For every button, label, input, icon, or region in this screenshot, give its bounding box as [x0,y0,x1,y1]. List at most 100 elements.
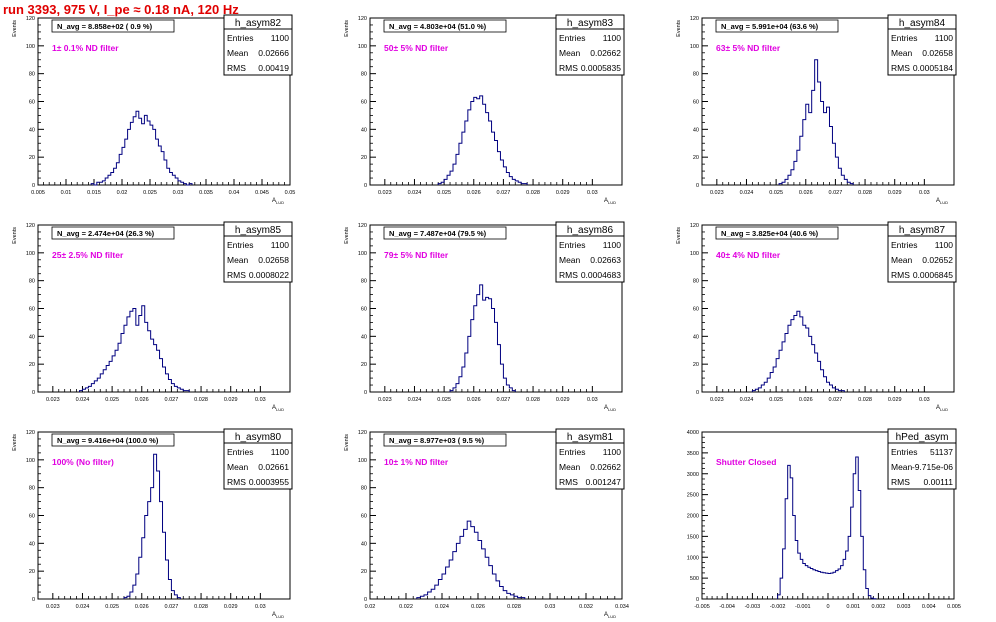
x-tick-label: 0.024 [408,397,422,403]
y-tick-label: 2000 [687,514,699,520]
histogram-name: h_asym81 [567,432,614,443]
y-tick-label: 0 [364,597,367,603]
histogram-line [123,453,181,599]
filter-label: 63± 5% ND filter [716,43,781,53]
y-tick-label: 100 [26,458,35,464]
y-tick-label: 80 [693,279,699,285]
x-tick-label: -0.001 [795,604,811,610]
y-tick-label: 40 [29,334,35,340]
y-axis-title: Events [344,434,350,451]
stats-label: Mean [559,255,581,265]
x-tick-label: 0.001 [846,604,860,610]
y-tick-label: 40 [693,127,699,133]
stats-value: 0.0006845 [913,270,953,280]
stats-box [223,14,293,76]
x-tick-label: 0.028 [194,397,208,403]
x-tick-label: 0.028 [507,604,521,610]
y-tick-label: 0 [696,183,699,189]
stats-value: 0.001247 [586,477,622,487]
x-tick-label: 0.03 [255,397,266,403]
y-axis-title: Events [12,434,18,451]
stats-label: Mean [227,462,249,472]
filter-label: 40± 4% ND filter [716,250,781,260]
stats-box [555,428,625,490]
stats-value: 0.02658 [258,255,289,265]
y-tick-label: 3500 [687,451,699,457]
filter-label: 1± 0.1% ND filter [52,43,119,53]
stats-value: 0.02661 [258,462,289,472]
histogram-name: h_asym87 [899,225,946,236]
filter-label: 25± 2.5% ND filter [52,250,124,260]
x-tick-label: 0.022 [399,604,413,610]
histogram-line [416,520,526,599]
x-tick-label: 0.026 [471,604,485,610]
x-axis-title: ALUD [936,405,948,412]
x-tick-label: 0.025 [105,397,119,403]
y-tick-label: 80 [29,279,35,285]
x-axis-title-main: A [936,198,940,204]
x-tick-label: 0.03 [919,397,930,403]
x-tick-label: 0.026 [135,604,149,610]
x-tick-label: 0.026 [467,397,481,403]
x-tick-label: 0.03 [587,397,598,403]
stats-value: 1100 [271,240,290,250]
x-tick-label: 0.026 [467,190,481,196]
x-tick-label: 0.035 [199,190,213,196]
filter-label: 79± 5% ND filter [384,250,449,260]
stats-value: 0.02663 [590,255,621,265]
x-axis-title: ALUD [272,405,284,412]
x-tick-label: 0.025 [769,397,783,403]
stats-label: Entries [891,33,917,43]
y-tick-label: 20 [361,569,367,575]
stats-value: 1100 [271,33,290,43]
x-tick-label: 0.02 [365,604,376,610]
x-tick-label: 0.028 [858,190,872,196]
x-tick-label: 0.028 [858,397,872,403]
histogram-panel-hPed_asym: 0 500 1000 1500 2000 2500 3000 3500 4000 -0.005 -0… [687,428,961,610]
x-axis-title: ALUD [604,612,616,619]
filter-label: 50± 5% ND filter [384,43,449,53]
y-tick-label: 4000 [687,430,699,436]
y-tick-label: 60 [361,100,367,106]
stats-label: Entries [227,447,253,457]
x-tick-label: 0.03 [587,190,598,196]
y-tick-label: 120 [358,223,367,229]
y-axis-title: Events [676,20,682,37]
x-tick-label: 0.024 [435,604,449,610]
x-tick-label: 0.023 [46,604,60,610]
x-tick-label: 0.032 [579,604,593,610]
x-axis-title-main: A [272,405,276,411]
y-axis-title: Events [12,227,18,244]
stats-value: 1100 [271,447,290,457]
stats-label: RMS [559,477,578,487]
navg-box [715,19,839,33]
y-tick-label: 1000 [687,555,699,561]
y-tick-label: 80 [693,72,699,78]
y-tick-label: 0 [32,183,35,189]
stats-label: Mean [227,255,249,265]
y-tick-label: 0 [364,390,367,396]
x-tick-label: 0.004 [922,604,936,610]
x-tick-label: 0.024 [740,397,754,403]
y-tick-label: 40 [29,127,35,133]
x-tick-label: 0 [826,604,829,610]
histogram-panel-h_asym81: 0 20 40 60 80 100 120 0.02 0.022 0.024 0.026 0.028 0… [344,428,629,619]
y-tick-label: 100 [690,251,699,257]
x-tick-label: 0.023 [710,397,724,403]
x-tick-label: 0.029 [224,604,238,610]
y-tick-label: 120 [690,16,699,22]
histogram-name: h_asym85 [235,225,282,236]
histogram-line [778,59,854,185]
stats-value: 0.0005184 [913,63,953,73]
histogram-name: h_asym80 [235,432,282,443]
x-tick-label: 0.023 [46,397,60,403]
x-tick-label: 0.028 [526,190,540,196]
x-tick-label: 0.024 [740,190,754,196]
x-axis-title-subscript: LUD [608,200,616,205]
stats-value: 1100 [935,33,954,43]
x-tick-label: 0.02 [117,190,128,196]
x-tick-label: 0.04 [229,190,240,196]
histogram-name: hPed_asym [896,432,949,443]
x-tick-label: 0.029 [888,190,902,196]
